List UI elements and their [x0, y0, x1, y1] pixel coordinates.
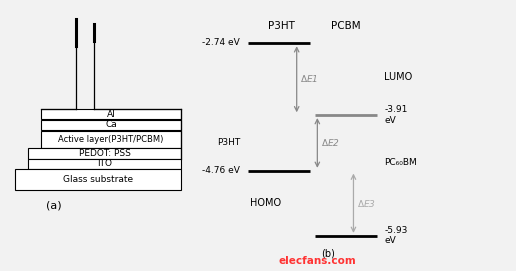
Text: -3.91
eV: -3.91 eV	[384, 105, 408, 125]
Bar	[41, 131, 181, 148]
Bar	[15, 169, 181, 190]
Text: PC₆₀BM: PC₆₀BM	[384, 158, 417, 167]
Text: Al: Al	[107, 109, 115, 119]
Text: P3HT: P3HT	[268, 21, 295, 31]
Text: (a): (a)	[46, 201, 62, 211]
Bar	[41, 120, 181, 130]
Text: Active layer(P3HT/PCBM): Active layer(P3HT/PCBM)	[58, 135, 164, 144]
Text: $\Delta$E1: $\Delta$E1	[300, 73, 318, 84]
Text: P3HT: P3HT	[217, 138, 240, 147]
Text: -5.93
eV: -5.93 eV	[384, 226, 408, 246]
Text: $\Delta$E2: $\Delta$E2	[321, 137, 340, 148]
Text: PCBM: PCBM	[331, 21, 361, 31]
Text: Ca: Ca	[105, 120, 117, 130]
Text: (b): (b)	[321, 249, 334, 258]
Bar	[41, 109, 181, 119]
Text: -2.74 eV: -2.74 eV	[202, 37, 240, 47]
Text: LUMO: LUMO	[384, 72, 413, 82]
Text: elecfans.com: elecfans.com	[279, 256, 356, 266]
Bar	[28, 148, 181, 159]
Text: PEDOT: PSS: PEDOT: PSS	[78, 149, 131, 158]
Text: $\Delta$E3: $\Delta$E3	[357, 198, 376, 209]
Text: -4.76 eV: -4.76 eV	[202, 166, 240, 175]
Text: HOMO: HOMO	[250, 198, 281, 208]
Text: Glass substrate: Glass substrate	[63, 175, 133, 184]
Bar	[28, 159, 181, 169]
Text: ITO: ITO	[97, 159, 112, 169]
